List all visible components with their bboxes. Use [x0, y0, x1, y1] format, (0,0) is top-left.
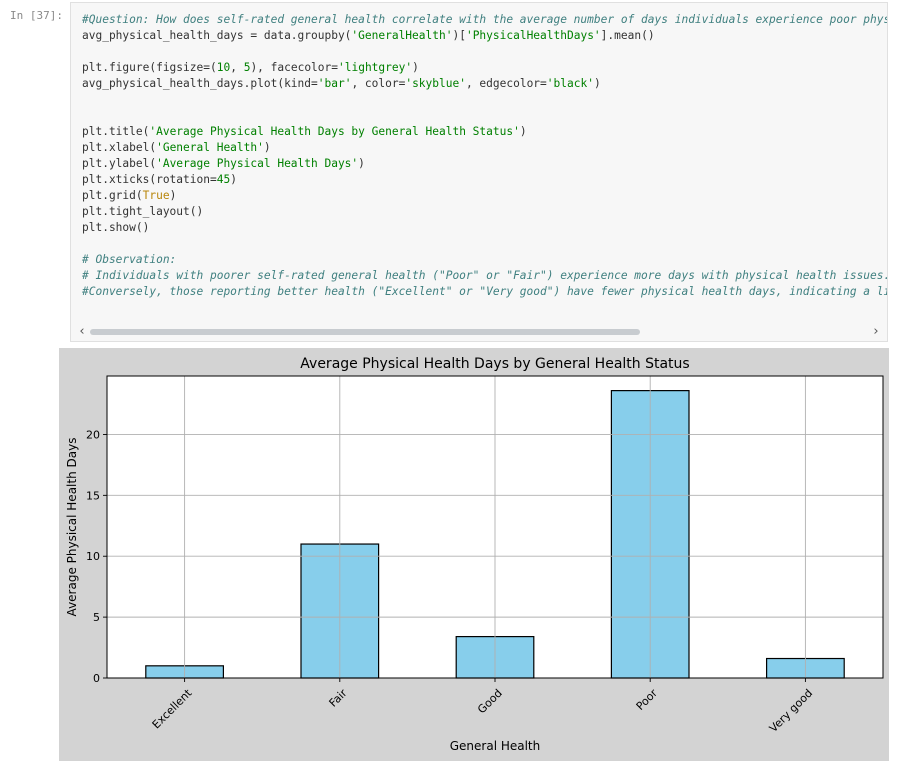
code-line: plt.figure(figsize=(10, 5), facecolor='l…: [82, 60, 887, 76]
code-token: #Question: How does self-rated general h…: [82, 13, 888, 26]
code-token: 'Average Physical Health Days': [156, 157, 359, 170]
code-token: 5: [243, 61, 251, 74]
code-line: avg_physical_health_days.plot(kind='bar'…: [82, 76, 887, 92]
x-tick-label: Excellent: [150, 686, 195, 731]
code-token: )[: [452, 29, 466, 42]
code-token: plt.title(: [82, 125, 150, 138]
code-line: plt.show(): [82, 220, 887, 236]
axes-frame: [106, 375, 884, 679]
code-line: avg_physical_health_days = data.groupby(…: [82, 28, 887, 44]
code-token: ): [230, 173, 237, 186]
code-line: [82, 236, 887, 252]
x-tick-label: Very good: [767, 687, 815, 735]
code-token: ): [263, 141, 271, 154]
y-tick-label: 10: [86, 550, 100, 563]
code-token: True: [142, 189, 170, 202]
code-token: ): [593, 77, 601, 90]
code-token: ): [358, 157, 365, 170]
code-token: plt.tight_layout(): [82, 205, 204, 218]
code-line: #Conversely, those reporting better heal…: [82, 284, 887, 300]
chart-title: Average Physical Health Days by General …: [300, 356, 689, 372]
code-token: ): [412, 61, 419, 74]
code-token: plt.figure(figsize=(: [82, 61, 217, 74]
code-token: avg_physical_health_days = data.groupby(: [82, 29, 352, 42]
code-line: plt.tight_layout(): [82, 204, 887, 220]
code-token: plt.xticks(rotation=: [82, 173, 217, 186]
code-token: 45: [216, 173, 231, 186]
code-token: 10: [216, 61, 231, 74]
horizontal-scrollbar[interactable]: ‹ ›: [71, 323, 887, 341]
y-tick-label: 20: [86, 428, 100, 441]
code-token: , color=: [351, 77, 406, 90]
code-token: 'General Health': [156, 141, 264, 154]
output-figure: 0 5 10 15 20 Excellent Fair Good Poor Very good Av…: [59, 348, 889, 761]
code-token: 'Average Physical Health Days by General…: [149, 125, 520, 138]
code-token: #Conversely, those reporting better heal…: [82, 285, 888, 298]
scroll-right-arrow-icon[interactable]: ›: [873, 324, 879, 339]
scroll-left-arrow-icon[interactable]: ‹: [79, 324, 85, 339]
code-token: plt.show(): [82, 221, 150, 234]
code-line: plt.grid(True): [82, 188, 887, 204]
code-token: 'lightgrey': [338, 61, 413, 74]
code-token: 'skyblue': [405, 77, 466, 90]
code-token: 'GeneralHealth': [351, 29, 453, 42]
code-line: plt.xlabel('General Health'): [82, 140, 887, 156]
y-tick-label: 0: [93, 672, 100, 685]
code-cell-input[interactable]: #Question: How does self-rated general h…: [70, 2, 888, 342]
code-line: # Individuals with poorer self-rated gen…: [82, 268, 887, 284]
code-token: avg_physical_health_days.plot(kind=: [82, 77, 318, 90]
code-line: [82, 92, 887, 108]
code-token: ): [169, 189, 177, 202]
code-line: # Observation:: [82, 252, 887, 268]
x-tick-label: Poor: [634, 686, 661, 713]
code-editor[interactable]: #Question: How does self-rated general h…: [82, 12, 887, 300]
code-token: plt.xlabel(: [82, 141, 157, 154]
y-axis-label: Average Physical Health Days: [65, 438, 79, 617]
code-token: ): [519, 125, 527, 138]
code-line: #Question: How does self-rated general h…: [82, 12, 887, 28]
code-token: 'black': [546, 77, 594, 90]
code-token: plt.grid(: [82, 189, 143, 202]
y-tick-label: 15: [86, 489, 100, 502]
code-line: [82, 44, 887, 60]
scrollbar-thumb[interactable]: [90, 329, 640, 335]
code-token: 'bar': [317, 77, 352, 90]
code-token: ].mean(): [600, 29, 655, 42]
code-token: 'PhysicalHealthDays': [465, 29, 601, 42]
code-token: , edgecolor=: [465, 77, 547, 90]
x-axis-label: General Health: [450, 739, 541, 753]
x-tick-label: Fair: [326, 686, 349, 709]
code-token: # Individuals with poorer self-rated gen…: [82, 269, 888, 282]
code-line: plt.xticks(rotation=45): [82, 172, 887, 188]
code-token: plt.ylabel(: [82, 157, 157, 170]
code-line: plt.title('Average Physical Health Days …: [82, 124, 887, 140]
y-tick-label: 5: [93, 611, 100, 624]
x-tick-label: Good: [475, 687, 505, 717]
code-token: # Observation:: [82, 253, 177, 266]
bar-chart: 0 5 10 15 20 Excellent Fair Good Poor Very good Av…: [65, 356, 884, 753]
code-line: [82, 108, 887, 124]
code-line: plt.ylabel('Average Physical Health Days…: [82, 156, 887, 172]
code-token: ), facecolor=: [250, 61, 338, 74]
code-token: ,: [230, 61, 244, 74]
cell-prompt: In [37]:: [10, 9, 63, 22]
